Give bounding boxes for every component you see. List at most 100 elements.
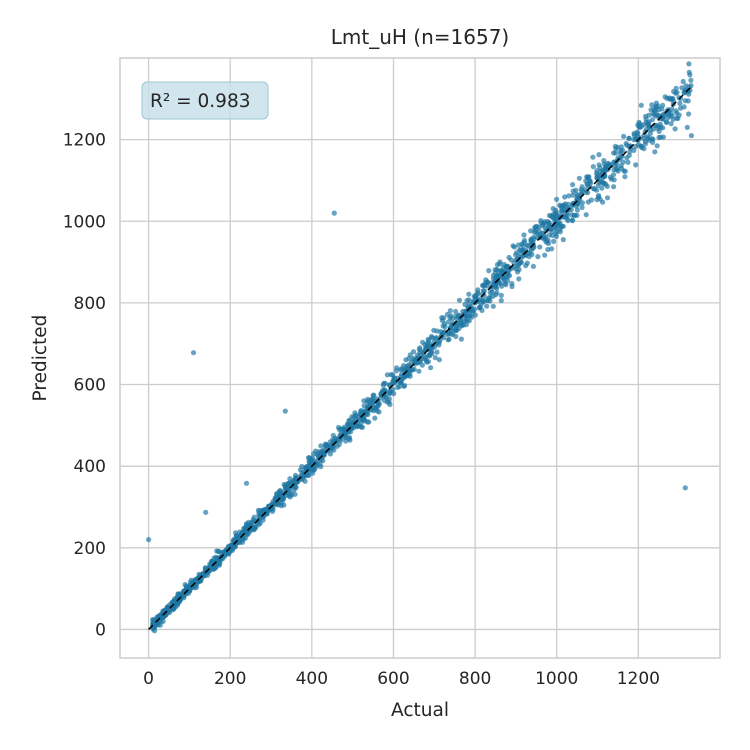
scatter-point xyxy=(473,294,479,300)
scatter-point xyxy=(552,219,558,225)
scatter-point xyxy=(633,162,639,168)
scatter-point xyxy=(282,408,288,414)
scatter-point xyxy=(237,539,243,546)
y-tick-labels: 0 200 400 600 800 1000 1200 xyxy=(63,131,106,641)
scatter-point xyxy=(558,208,564,214)
scatter-point xyxy=(434,349,440,355)
scatter-point xyxy=(337,436,343,442)
scatter-point xyxy=(686,69,692,75)
scatter-point xyxy=(686,61,692,67)
scatter-point xyxy=(243,480,250,486)
scatter-point xyxy=(538,220,544,226)
scatter-point xyxy=(599,185,605,191)
scatter-point xyxy=(686,111,692,117)
scatter-point xyxy=(626,135,632,141)
scatter-point xyxy=(648,136,655,142)
scatter-point xyxy=(516,276,522,282)
scatter-point xyxy=(431,327,437,333)
scatter-point xyxy=(423,357,429,363)
scatter-point xyxy=(524,242,530,248)
scatter-point xyxy=(524,260,530,266)
scatter-point xyxy=(574,207,581,213)
y-tick-label: 400 xyxy=(74,457,106,477)
scatter-point xyxy=(456,297,463,303)
scatter-point xyxy=(432,355,438,361)
scatter-point xyxy=(411,366,417,372)
scatter-point xyxy=(190,350,197,356)
scatter-point xyxy=(673,108,679,114)
scatter-point xyxy=(490,303,496,309)
scatter-point xyxy=(331,447,337,453)
scatter-point xyxy=(570,192,576,198)
scatter-point xyxy=(597,196,603,202)
scatter-point xyxy=(545,246,551,253)
scatter-point xyxy=(601,158,607,164)
scatter-point xyxy=(579,200,586,206)
scatter-point xyxy=(370,404,376,410)
scatter-point xyxy=(537,244,543,250)
scatter-point xyxy=(371,408,377,414)
scatter-point xyxy=(521,232,527,238)
scatter-point xyxy=(604,195,611,201)
r2-box xyxy=(141,81,269,120)
scatter-point xyxy=(574,212,580,218)
scatter-point xyxy=(391,375,397,382)
scatter-point xyxy=(402,383,408,389)
scatter-point xyxy=(436,339,442,345)
scatter-point xyxy=(361,398,367,404)
scatter-point xyxy=(681,104,687,110)
scatter-point xyxy=(334,443,340,449)
scatter-point xyxy=(652,149,658,155)
x-tick-label: 1000 xyxy=(535,669,578,689)
scatter-point xyxy=(660,134,667,140)
r2-label: R² = 0.983 xyxy=(150,91,251,112)
scatter-point xyxy=(308,458,314,464)
scatter-point xyxy=(635,130,641,137)
scatter-point xyxy=(562,201,568,207)
scatter-point xyxy=(604,183,610,189)
scatter-point xyxy=(386,399,392,405)
scatter-point xyxy=(649,117,655,123)
scatter-point xyxy=(475,287,481,293)
scatter-point xyxy=(641,136,647,142)
scatter-point xyxy=(376,409,382,415)
scatter-point xyxy=(484,303,490,309)
scatter-point xyxy=(278,503,284,509)
scatter-point xyxy=(508,257,514,263)
x-tick-label: 0 xyxy=(143,669,154,689)
scatter-point xyxy=(498,292,504,298)
scatter-point xyxy=(469,314,475,320)
scatter-point xyxy=(427,346,434,352)
scatter-point xyxy=(356,417,362,423)
scatter-point xyxy=(402,373,408,379)
scatter-point xyxy=(303,465,309,471)
scatter-point xyxy=(688,133,695,139)
scatter-point xyxy=(606,162,612,168)
scatter-point xyxy=(397,379,403,386)
scatter-point xyxy=(447,308,453,314)
scatter-point xyxy=(446,336,452,342)
scatter-point xyxy=(638,102,644,108)
scatter-point xyxy=(510,243,516,249)
scatter-point xyxy=(256,510,262,516)
scatter-point xyxy=(384,372,390,378)
scatter-point xyxy=(470,309,476,315)
scatter-point xyxy=(382,380,388,386)
scatter-point xyxy=(570,182,576,188)
scatter-point xyxy=(157,622,163,628)
scatter-point xyxy=(370,400,376,406)
scatter-point xyxy=(448,331,455,337)
scatter-point xyxy=(183,583,189,589)
scatter-point xyxy=(501,261,507,268)
scatter-point xyxy=(688,83,694,89)
scatter-point xyxy=(679,85,685,91)
scatter-point xyxy=(569,218,576,224)
scatter-point xyxy=(420,339,426,345)
scatter-point xyxy=(250,519,256,525)
scatter-point xyxy=(579,204,585,210)
scatter-point xyxy=(416,368,422,374)
scatter-point xyxy=(203,567,209,574)
scatter-point xyxy=(291,487,297,493)
scatter-point xyxy=(615,144,621,150)
scatter-point xyxy=(684,124,690,130)
